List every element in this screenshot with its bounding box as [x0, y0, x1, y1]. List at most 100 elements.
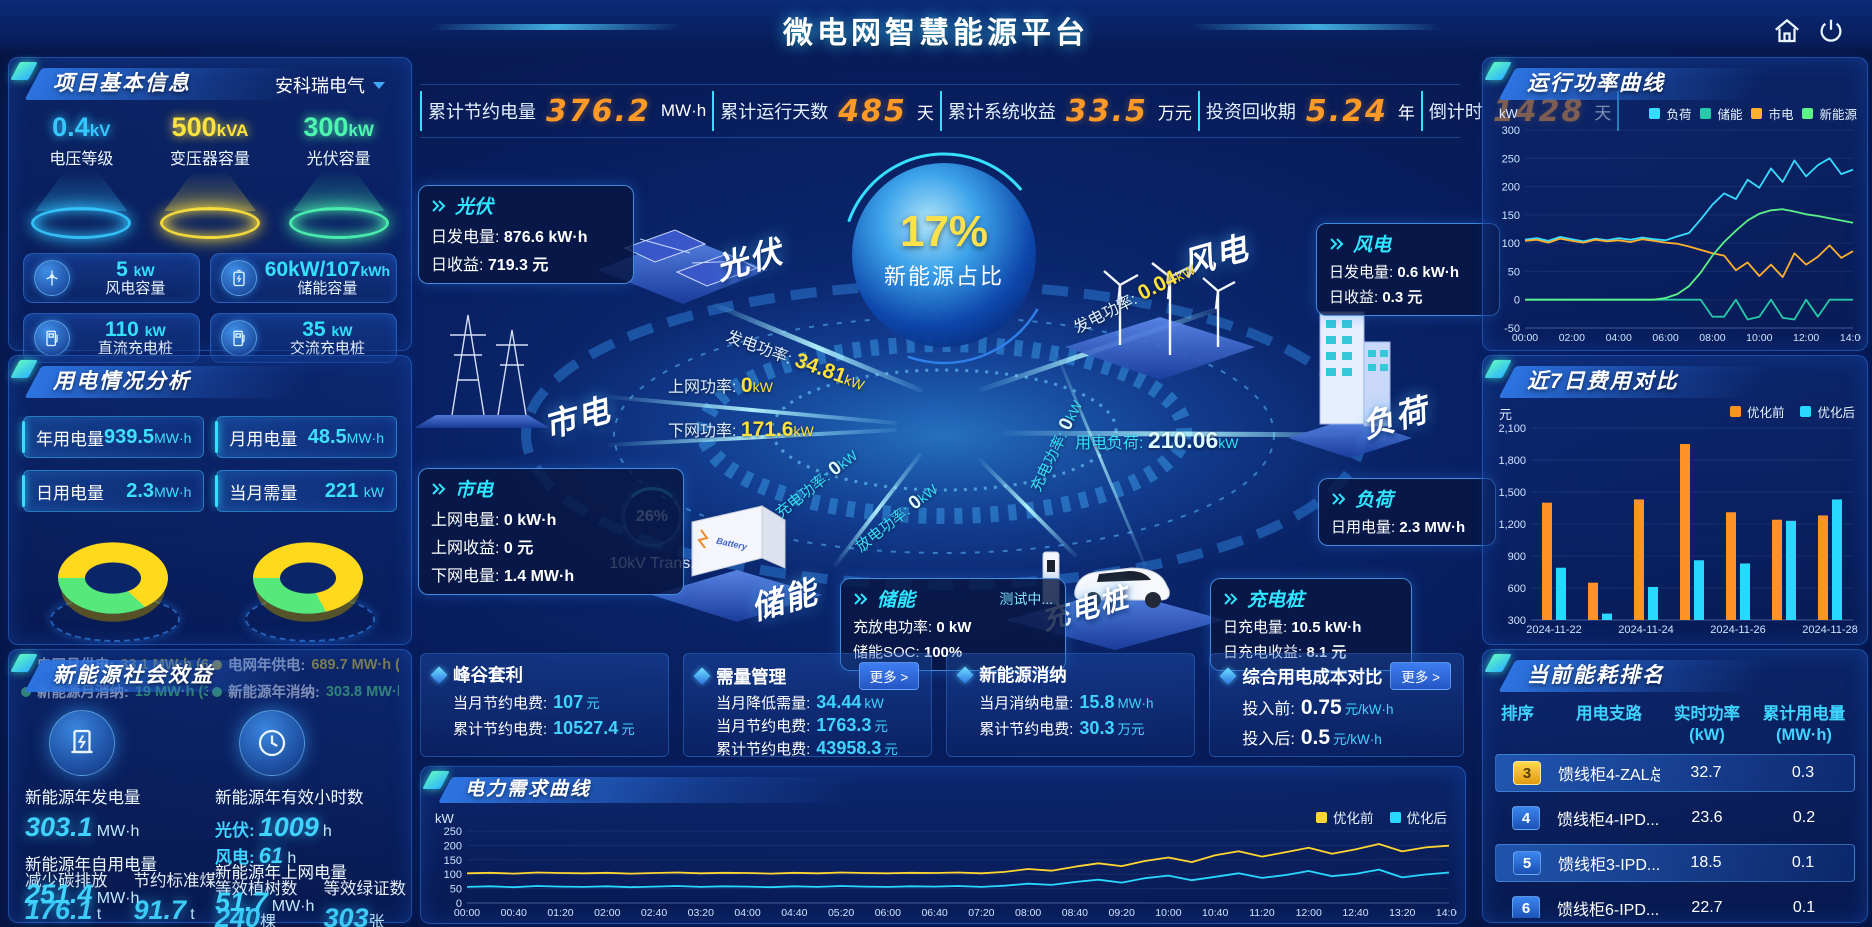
- renewable-share-indicator: 17% 新能源占比: [869, 207, 1019, 291]
- svg-text:00:00: 00:00: [1512, 332, 1538, 344]
- energy-value: 0.2: [1792, 809, 1816, 826]
- box-value: 876.6 kW·h: [503, 229, 588, 246]
- stat-label: 月用电量: [229, 429, 298, 449]
- table-row[interactable]: 3 馈线柜4-ZAL总 32.7 0.3: [1495, 754, 1855, 792]
- storage-status: 测试中...: [999, 590, 1053, 607]
- table-row[interactable]: 6 馈线柜6-IPD... 22.7 0.1: [1495, 890, 1855, 918]
- hours-key: 光伏:: [215, 821, 255, 840]
- stat-unit: MW·h: [154, 429, 192, 446]
- kpi-system-profit: 累计系统收益 33.5 万元: [939, 91, 1198, 131]
- day-usage-stat: 日用电量 2.3MW·h: [21, 470, 205, 512]
- card-label: 交流充电桩: [289, 340, 365, 358]
- box-key: 上网收益:: [431, 540, 500, 557]
- diamond-icon: [693, 667, 711, 685]
- panel-header: 当前能耗排名: [1484, 654, 1857, 694]
- row-unit: 元: [586, 696, 600, 711]
- svg-text:300: 300: [1502, 125, 1520, 137]
- svg-text:00:40: 00:40: [501, 907, 527, 919]
- card-value: 110: [104, 318, 139, 342]
- svg-text:50: 50: [450, 884, 462, 896]
- circle-label: 变压器容量: [169, 151, 250, 168]
- hours-key: 风电:: [215, 848, 255, 867]
- row-key: 当月消纳电量:: [979, 695, 1074, 712]
- kpi-value: 5.24: [1305, 93, 1388, 129]
- renewable-share-value: 17%: [899, 207, 989, 256]
- storage-info-box: 储能 测试中... 充放电功率: 0 kW 储能SOC: 100%: [840, 578, 1066, 671]
- power-icon[interactable]: [1816, 16, 1846, 46]
- table-row[interactable]: 5 馈线柜3-IPD... 18.5 0.1: [1495, 844, 1855, 882]
- benefit-value: 176.1: [25, 895, 93, 925]
- stat-value: 939.5: [104, 425, 155, 448]
- panel-title: 项目基本信息: [53, 72, 191, 95]
- svg-text:14:00: 14:00: [1840, 332, 1861, 344]
- kpi-payback-period: 投资回收期 5.24 年: [1197, 91, 1421, 131]
- table-row[interactable]: 4 馈线柜4-IPD... 23.6 0.2: [1495, 800, 1855, 836]
- legend-swatch: [1751, 108, 1763, 119]
- svg-text:08:00: 08:00: [1015, 907, 1041, 919]
- box-value: 719.3 元: [487, 257, 549, 274]
- dc-charger-card: 110 kW 直流充电桩: [23, 313, 200, 363]
- circle-value: 0.4: [52, 112, 90, 142]
- energy-ranking-panel: 当前能耗排名 排序 用电支路 实时功率 (kW) 累计用电量 (MW·h) 3 馈线…: [1482, 649, 1868, 923]
- legend-label: 优化后: [1406, 811, 1448, 826]
- rank-badge: 3: [1513, 761, 1541, 785]
- col-power: 实时功率 (kW): [1674, 705, 1740, 744]
- box-key: 日收益:: [431, 257, 484, 274]
- double-chevron-icon: [431, 199, 447, 213]
- benefit-value: 303.1: [25, 812, 93, 842]
- row-value: 10527.4: [553, 718, 619, 738]
- wind-info-box: 风电 日发电量: 0.6 kW·h 日收益: 0.3 元: [1316, 223, 1500, 316]
- row-value: 43958.3: [816, 738, 882, 758]
- wind-turbine-icon: [34, 260, 70, 296]
- box-title: 风电: [1353, 235, 1392, 256]
- panel-title: 当前能耗排名: [1527, 664, 1665, 687]
- box-value: 0.3 元: [1382, 289, 1423, 306]
- box-value: 10.5 kW·h: [1291, 619, 1362, 636]
- flow-unit: kW: [752, 379, 773, 395]
- battery-container-illustration: Battery: [652, 505, 822, 622]
- row-key: 累计节约电费:: [979, 721, 1074, 738]
- box-value: 1.4 MW·h: [503, 568, 575, 585]
- kpi-label: 累计节约电量: [428, 102, 536, 122]
- svg-text:100: 100: [1502, 238, 1520, 250]
- box-key: 日发电量:: [431, 229, 500, 246]
- grid-up-power-label: 上网功率: 0kW: [668, 373, 773, 398]
- hours-unit: h: [322, 823, 332, 840]
- row-unit: kW: [864, 696, 884, 711]
- cost-compare-chart[interactable]: 300 600 900 1,200 1,500 1,800 2,100 2024-11-22 2…: [1487, 422, 1861, 636]
- company-select[interactable]: 安科瑞电气: [275, 72, 385, 98]
- circle-unit: kV: [89, 121, 111, 140]
- year-usage-stat: 年用电量 939.5MW·h: [21, 416, 205, 458]
- stat-unit: MW·h: [154, 483, 192, 500]
- run-power-chart[interactable]: -50 0 50 100 150 200 250 300 00:00 02:00 04:00 06:0…: [1487, 124, 1867, 344]
- svg-text:2024-11-24: 2024-11-24: [1618, 624, 1673, 636]
- benefit-value: 240: [215, 903, 261, 927]
- stat-value: 48.5: [307, 425, 347, 448]
- more-button[interactable]: 更多 >: [858, 662, 920, 690]
- box-value: 0 kW: [936, 619, 972, 636]
- box-title: 储能: [877, 590, 916, 611]
- svg-text:200: 200: [444, 840, 462, 852]
- demand-chart[interactable]: 0 50 100 150 200 250 00:00 00:40 01:20 02:00 02:40…: [429, 825, 1463, 919]
- circle-label: 光伏容量: [306, 151, 371, 168]
- row-key: 当月降低需量:: [716, 695, 811, 712]
- more-button[interactable]: 更多 >: [1390, 662, 1452, 690]
- panel-header: 新能源社会效益: [10, 654, 401, 694]
- peak-valley-card: 峰谷套利 当月节约电费: 107 元 累计节约电费: 10527.4 元: [420, 653, 670, 757]
- glow-pedestal: [159, 207, 260, 239]
- card-title: 综合用电成本对比: [1242, 666, 1383, 687]
- energy-value: 0.1: [1792, 899, 1816, 916]
- legend-label: 优化前: [1333, 811, 1374, 826]
- row-value: 0.75: [1300, 696, 1342, 719]
- power-tower-illustration: [415, 314, 550, 428]
- kpi-unit: 天: [916, 103, 934, 123]
- stat-value: 221: [324, 479, 359, 502]
- svg-text:0: 0: [456, 898, 462, 910]
- legend-swatch: [1800, 406, 1812, 417]
- double-chevron-icon: [431, 482, 447, 496]
- svg-text:06:40: 06:40: [921, 907, 947, 919]
- home-icon[interactable]: [1772, 16, 1802, 46]
- y-axis-unit: kW: [435, 811, 454, 826]
- y-axis-unit: 元: [1499, 407, 1513, 422]
